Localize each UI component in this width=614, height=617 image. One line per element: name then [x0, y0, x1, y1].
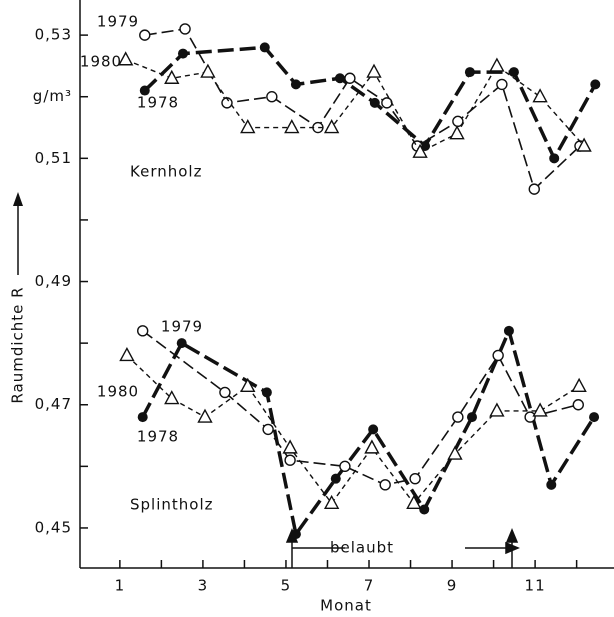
point [549, 153, 560, 164]
point [219, 386, 231, 399]
series-label: 1979 [161, 318, 203, 336]
series-label: 1980 [97, 383, 139, 401]
point [323, 494, 340, 510]
point [590, 79, 601, 90]
point [466, 412, 477, 423]
y-tick-label: 0,47 [35, 395, 72, 413]
point [369, 97, 380, 108]
point [503, 325, 514, 336]
point [259, 42, 270, 53]
group-label: Splintholz [130, 496, 214, 514]
x-tick-label: 7 [364, 577, 375, 595]
point [419, 504, 430, 515]
point [406, 494, 422, 510]
point [290, 529, 301, 540]
point [339, 460, 351, 473]
point [177, 48, 188, 59]
point [576, 137, 592, 152]
point [546, 479, 557, 490]
point [284, 454, 296, 466]
annotation: belaubt [330, 539, 394, 557]
point [366, 63, 382, 78]
series-label: 1978 [137, 428, 179, 446]
y-tick-label: g/m³ [33, 87, 72, 105]
point [409, 472, 421, 485]
annotation-arrows [285, 528, 520, 568]
y-tick-label: 0,53 [35, 26, 72, 44]
point [334, 73, 345, 84]
series-line [142, 330, 579, 486]
x-axis-label: Monat [320, 597, 372, 615]
series-line [125, 59, 585, 154]
x-tick-label: 5 [281, 577, 292, 595]
series-line [141, 325, 596, 539]
point [364, 439, 380, 454]
point [137, 412, 148, 423]
group-label: Kernholz [130, 163, 202, 181]
point [524, 411, 536, 423]
y-tick-label: 0,49 [35, 272, 72, 290]
point [496, 78, 508, 91]
point [532, 88, 548, 103]
x-tick-label: 1 [115, 577, 126, 595]
point [240, 119, 256, 134]
point [197, 408, 213, 423]
point [447, 445, 463, 460]
point [284, 119, 300, 134]
series-label: 1979 [97, 13, 139, 31]
point [164, 390, 180, 405]
point [164, 69, 180, 84]
point [200, 63, 216, 78]
x-tick-label: 3 [198, 577, 209, 595]
point [452, 411, 464, 423]
point [492, 349, 504, 362]
point [489, 57, 505, 72]
point [532, 402, 548, 417]
point [176, 338, 187, 349]
series-label: 1980 [80, 53, 122, 71]
point [452, 115, 464, 128]
point [282, 439, 298, 454]
point [137, 325, 149, 337]
point [368, 424, 379, 435]
point [240, 377, 256, 392]
point [379, 479, 391, 491]
y-label-arrow [13, 192, 23, 275]
x-tick-label: 11 [525, 577, 546, 595]
point [290, 79, 301, 90]
point [528, 183, 540, 195]
point [381, 97, 393, 109]
point [266, 91, 278, 103]
series-line [126, 354, 580, 505]
point [589, 412, 600, 423]
point [449, 125, 465, 140]
point [572, 399, 584, 411]
x-tick-label: 9 [447, 577, 458, 595]
y-axis-label: Raumdichte R [9, 286, 27, 403]
point [330, 473, 341, 484]
y-tick-label: 0,51 [35, 149, 72, 167]
point [323, 119, 340, 134]
point [571, 377, 587, 392]
point [412, 143, 428, 158]
point [118, 51, 134, 66]
point [179, 23, 191, 35]
point [489, 402, 505, 417]
point [344, 72, 356, 84]
point [262, 423, 274, 436]
point [139, 29, 151, 41]
point [119, 346, 135, 362]
point [139, 85, 150, 96]
point [261, 387, 272, 398]
point [508, 67, 519, 78]
series-line [144, 28, 581, 191]
y-tick-label: 0,45 [35, 518, 72, 536]
point [464, 67, 475, 78]
series-label: 1978 [137, 94, 179, 112]
